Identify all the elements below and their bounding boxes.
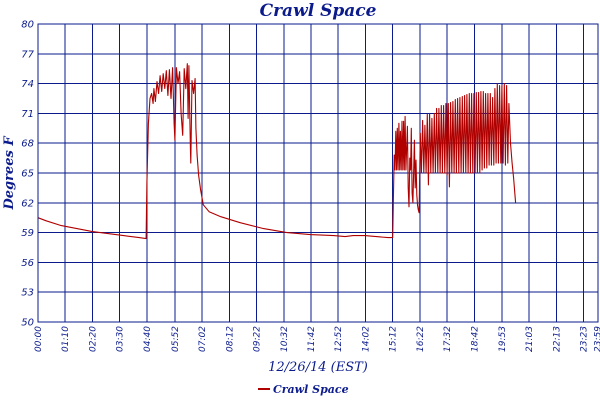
x-tick-label: 23:23 [580,326,590,352]
x-tick-label: 15:12 [389,326,399,352]
x-tick-label: 12:52 [334,326,344,352]
x-tick-label: 08:12 [225,326,235,352]
x-tick-label: 09:22 [253,326,263,352]
x-tick-label: 10:32 [280,326,290,352]
y-axis-label: Degrees F [2,136,17,211]
x-tick-label: 02:20 [88,326,98,352]
y-tick-label: 77 [21,49,34,60]
grid [38,24,598,322]
x-tick-label: 18:42 [470,326,480,352]
series-layer [37,63,517,240]
y-tick-label: 65 [21,169,34,180]
x-tick-label: 03:30 [116,326,126,352]
x-tick-label: 14:02 [361,326,371,352]
x-axis-ticks: 00:00 01:10 02:20 03:30 04:40 05:52 07:02 08:12… [34,326,600,352]
x-tick-label: 19:53 [498,326,508,352]
y-tick-label: 71 [21,109,34,120]
x-tick-label: 21:03 [525,326,535,352]
x-tick-label: 05:52 [171,326,181,352]
y-tick-label: 62 [21,198,34,209]
legend: Crawl Space [258,383,349,396]
x-tick-label: 00:00 [34,326,44,352]
x-tick-label: 04:40 [143,326,153,352]
y-tick-label: 56 [21,258,34,269]
y-axis-ticks: 50 53 56 59 62 65 68 71 74 77 80 [21,20,34,329]
x-tick-label: 22:13 [552,326,562,352]
y-tick-label: 68 [21,139,34,150]
legend-label: Crawl Space [273,383,349,396]
x-tick-label: 01:10 [61,326,71,352]
x-tick-label: 11:42 [307,326,317,352]
x-tick-label: 16:22 [416,326,426,352]
x-tick-label: 23:59 [594,326,600,352]
x-tick-label: 07:02 [198,326,208,352]
plot-frame [37,23,599,323]
chart-title: Crawl Space [260,1,377,21]
x-axis-label: 12/26/14 (EST) [268,360,368,375]
y-tick-label: 80 [21,20,34,31]
x-tick-label: 17:32 [443,326,453,352]
y-tick-label: 53 [21,288,34,299]
y-tick-label: 74 [21,79,34,90]
y-tick-label: 50 [21,318,34,329]
series-line-0 [37,63,517,240]
y-tick-label: 59 [21,228,34,239]
